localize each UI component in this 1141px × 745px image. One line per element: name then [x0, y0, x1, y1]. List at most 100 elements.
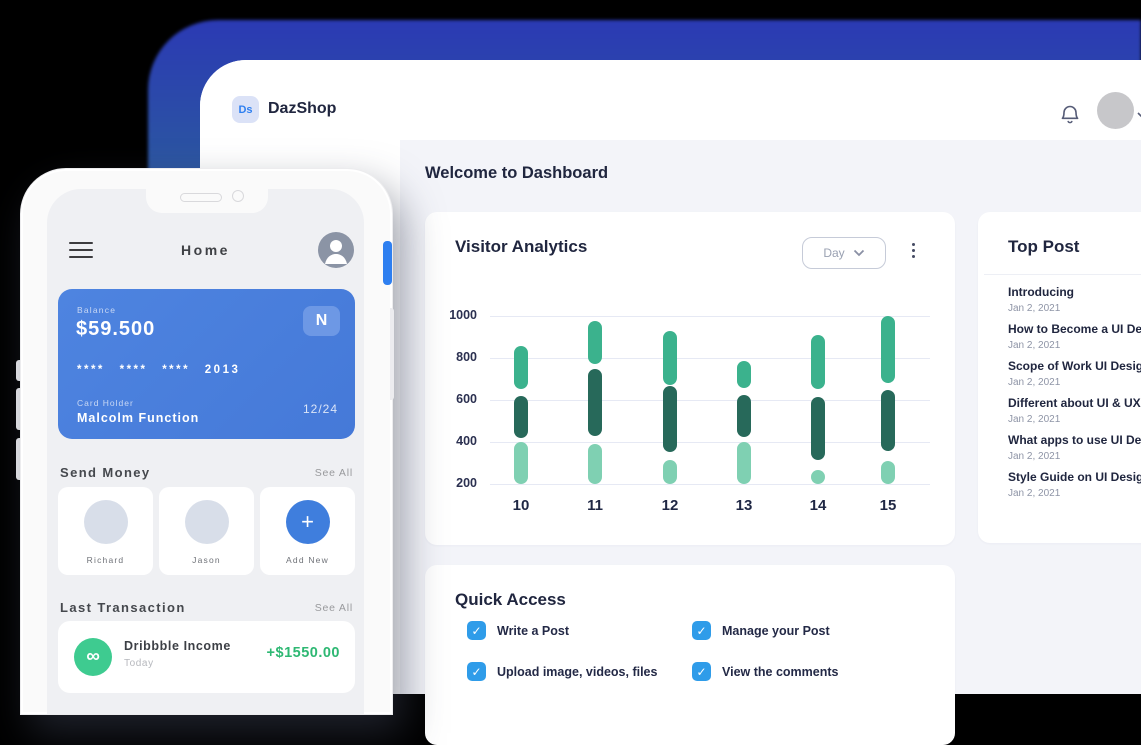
x-axis-tick-label: 13 — [735, 497, 753, 514]
post-title: How to Become a UI Designer — [1008, 322, 1141, 336]
balance-label: Balance — [77, 305, 117, 315]
y-axis-tick-label: 400 — [456, 434, 477, 448]
plus-icon: + — [285, 500, 330, 544]
card-holder-label: Card Holder — [77, 398, 134, 408]
chart-gridline — [490, 400, 930, 401]
phone-nav-title: Home — [181, 242, 230, 258]
chart-bar-segment-mid — [588, 368, 602, 436]
quick-access-label: View the comments — [722, 664, 839, 679]
hamburger-menu-icon[interactable] — [69, 241, 93, 259]
y-axis-tick-label: 1000 — [449, 308, 477, 322]
top-post-title: Top Post — [1008, 237, 1080, 256]
phone-volume-down-button — [16, 438, 21, 480]
top-post-card: Top Post Introducing Jan 2, 2021 How to Be… — [978, 212, 1141, 543]
post-list-item[interactable]: What apps to use UI Designer Jan 2, 2021 — [1008, 433, 1141, 463]
add-new-contact-button[interactable]: + Add New — [260, 487, 355, 575]
post-date: Jan 2, 2021 — [1008, 303, 1061, 314]
last-transaction-see-all-link[interactable]: See All — [314, 601, 353, 614]
quick-access-item[interactable]: ✓ Manage your Post — [692, 621, 917, 640]
contact-card[interactable]: Jason — [159, 487, 254, 575]
y-axis-tick-label: 800 — [456, 350, 477, 364]
day-filter-dropdown[interactable]: Day — [802, 237, 886, 269]
chevron-down-icon[interactable] — [1136, 108, 1141, 118]
checkbox-checked-icon[interactable]: ✓ — [467, 662, 486, 681]
balance-amount: $59.500 — [76, 318, 156, 340]
send-money-title: Send Money — [60, 465, 151, 480]
profile-avatar-icon[interactable] — [318, 232, 354, 268]
checkbox-checked-icon[interactable]: ✓ — [692, 621, 711, 640]
checkbox-checked-icon[interactable]: ✓ — [467, 621, 486, 640]
brand-logo: Ds — [232, 96, 259, 123]
day-filter-label: Day — [823, 246, 845, 260]
more-options-kebab-icon[interactable] — [903, 243, 923, 263]
x-axis-tick-label: 12 — [661, 497, 679, 514]
chart-gridline — [490, 316, 930, 317]
post-list-item[interactable]: Introducing Jan 2, 2021 — [1008, 285, 1141, 315]
contact-card[interactable]: Richard — [58, 487, 153, 575]
phone-nav-bar: Home — [57, 231, 354, 269]
post-list-item[interactable]: How to Become a UI Designer Jan 2, 2021 — [1008, 322, 1141, 352]
chart-bar-segment-high — [588, 321, 602, 365]
chart-bar-segment-low — [514, 442, 528, 484]
chart-bar-segment-low — [663, 459, 677, 484]
bank-logo: N — [303, 306, 340, 336]
send-money-contacts: Richard Jason + Add New — [58, 487, 355, 575]
post-date: Jan 2, 2021 — [1008, 340, 1061, 351]
chart-gridline — [490, 442, 930, 443]
divider — [984, 274, 1141, 275]
quick-access-item[interactable]: ✓ Write a Post — [467, 621, 692, 640]
chart-bar-segment-mid — [514, 395, 528, 438]
chart-bar-segment-mid — [663, 386, 677, 453]
sidebar-active-indicator — [383, 241, 392, 285]
quick-access-list: ✓ Write a Post ✓ Manage your Post ✓ Upload im… — [467, 621, 937, 681]
chart-bar-segment-low — [811, 470, 825, 484]
post-title: Scope of Work UI Designer — [1008, 359, 1141, 373]
x-axis-tick-label: 11 — [587, 497, 603, 514]
balance-card: Balance $59.500 N **** **** **** 2013 Ca… — [58, 289, 355, 439]
post-date: Jan 2, 2021 — [1008, 377, 1061, 388]
transaction-item[interactable]: ∞ Dribbble Income Today +$1550.00 — [58, 621, 355, 693]
post-list-item[interactable]: Different about UI & UX Jan 2, 2021 — [1008, 396, 1141, 426]
send-money-header: Send Money See All — [60, 465, 353, 480]
phone-mute-button — [16, 360, 21, 381]
chart-bar-segment-mid — [737, 394, 751, 437]
last-transaction-title: Last Transaction — [60, 600, 186, 615]
main-content: Welcome to Dashboard Visitor Analytics D… — [400, 140, 1141, 745]
chart-bar-segment-high — [663, 330, 677, 386]
quick-access-item[interactable]: ✓ Upload image, videos, files — [467, 662, 692, 681]
x-axis-tick-label: 10 — [512, 497, 530, 514]
top-post-list: Introducing Jan 2, 2021 How to Become a UI… — [1008, 285, 1141, 507]
chart-bar-segment-high — [811, 334, 825, 390]
post-title: Introducing — [1008, 285, 1074, 299]
page-title: Welcome to Dashboard — [425, 164, 609, 182]
chart-bar-segment-low — [588, 444, 602, 484]
send-money-see-all-link[interactable]: See All — [314, 466, 353, 479]
quick-access-item[interactable]: ✓ View the comments — [692, 662, 917, 681]
post-date: Jan 2, 2021 — [1008, 414, 1061, 425]
checkbox-checked-icon[interactable]: ✓ — [692, 662, 711, 681]
notifications-bell-icon[interactable] — [1058, 102, 1082, 128]
post-list-item[interactable]: Style Guide on UI Design Jan 2, 2021 — [1008, 470, 1141, 500]
transaction-amount: +$1550.00 — [266, 645, 340, 661]
quick-access-title: Quick Access — [455, 590, 566, 609]
user-avatar[interactable] — [1097, 92, 1134, 129]
phone-camera — [231, 190, 244, 202]
contact-avatar — [184, 500, 229, 544]
y-axis-tick-label: 600 — [456, 392, 477, 406]
visitor-analytics-title: Visitor Analytics — [455, 237, 588, 256]
x-axis-tick-label: 14 — [809, 497, 827, 514]
phone-volume-up-button — [16, 388, 21, 430]
chart-bar-segment-low — [881, 460, 895, 484]
quick-access-label: Upload image, videos, files — [497, 664, 658, 679]
contact-name: Jason — [192, 555, 221, 565]
x-axis-tick-label: 15 — [879, 497, 897, 514]
chart-bar-segment-high — [514, 346, 528, 390]
contact-name: Add New — [286, 555, 329, 565]
chart-bar-segment-high — [881, 316, 895, 384]
quick-access-label: Write a Post — [497, 623, 570, 638]
chart-gridline — [490, 358, 930, 359]
post-date: Jan 2, 2021 — [1008, 488, 1061, 499]
brand-name: DazShop — [268, 100, 337, 117]
post-list-item[interactable]: Scope of Work UI Designer Jan 2, 2021 — [1008, 359, 1141, 389]
post-title: Style Guide on UI Design — [1008, 470, 1141, 484]
